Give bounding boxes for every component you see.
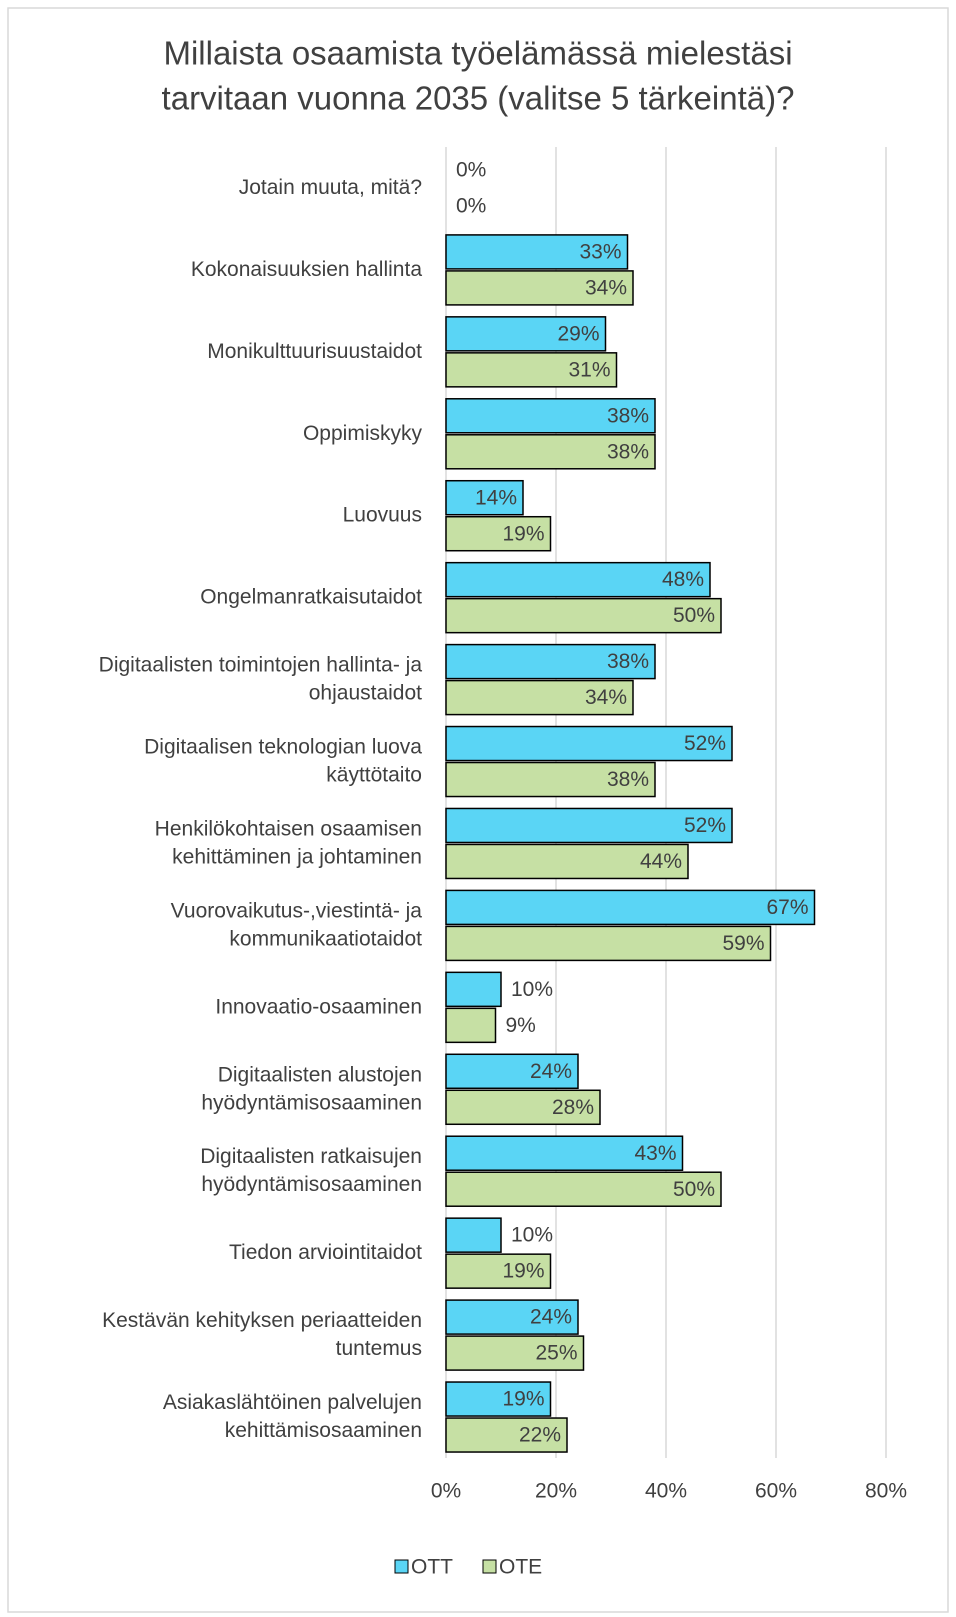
data-label: 34% [585,686,627,709]
bar [445,1135,684,1171]
bar [445,316,607,352]
x-tick-label: 20% [535,1480,577,1503]
y-tick-label: Jotain muuta, mitä? [239,176,422,199]
y-tick-label: Kestävän kehityksen periaatteiden tuntemu… [102,1309,422,1360]
bar [445,270,634,306]
data-label: 52% [684,732,726,755]
data-label: 44% [640,850,682,873]
y-tick-label: Vuorovaikutus-,viestintä- ja kommunikaati… [171,899,423,950]
bar [445,352,618,388]
data-label: 0% [456,159,486,182]
y-tick-label: Kokonaisuuksien hallinta [191,257,422,280]
data-label: 10% [511,978,553,1001]
y-tick-label: Asiakaslähtöinen palvelujen kehittämisosa… [163,1391,422,1442]
data-label: 19% [502,1388,544,1411]
data-label: 50% [673,1178,715,1201]
y-tick-label: Innovaatio-osaaminen [215,995,422,1018]
bar [445,1217,502,1253]
y-tick-label: Digitaalisten ratkaisujen hyödyntämisosaa… [200,1145,422,1196]
bar [445,234,629,270]
bar [445,398,656,434]
bar [445,1089,601,1126]
data-label: 59% [722,932,764,955]
data-label: 22% [519,1424,561,1447]
x-tick-label: 60% [755,1480,797,1503]
legend-swatch [482,1559,497,1574]
data-label: 38% [607,768,649,791]
data-label: 25% [535,1342,577,1365]
data-label: 33% [579,240,621,263]
x-tick-label: 80% [865,1480,907,1503]
y-tick-label: Digitaalisten alustojen hyödyntämisosaami… [201,1063,422,1114]
bar [445,1381,552,1417]
data-label: 34% [585,276,627,299]
chart-title: Millaista osaamista työelämässä mielestä… [162,34,795,116]
y-tick-label: Digitaalisten toimintojen hallinta- ja oh… [99,653,423,704]
y-tick-label: Oppimiskyky [303,421,423,444]
data-label: 29% [557,322,599,345]
bar [445,761,656,798]
data-label: 43% [634,1142,676,1165]
y-tick-label: Ongelmanratkaisutaidot [200,585,422,608]
data-label: 19% [502,1260,544,1283]
bar [445,807,733,844]
data-label: 0% [456,195,486,218]
legend-label: OTT [411,1556,453,1579]
data-label: 38% [607,650,649,673]
data-label: 48% [662,568,704,591]
bar [445,515,552,552]
bar [445,1253,552,1289]
x-tick-label: 0% [431,1480,461,1503]
data-label: 52% [684,814,726,837]
data-label: 31% [568,358,610,381]
data-label: 38% [607,440,649,463]
data-label: 19% [502,522,544,545]
y-tick-label: Luovuus [343,503,422,526]
bar [445,434,656,470]
y-tick-label: Monikulttuurisuustaidot [207,339,422,362]
data-label: 67% [766,896,808,919]
bar [445,1417,568,1453]
bar [445,561,711,598]
legend-label: OTE [499,1556,542,1579]
bar [445,597,722,634]
data-label: 9% [506,1014,536,1037]
data-label: 38% [607,404,649,427]
bar [445,971,502,1008]
bar [445,843,689,880]
data-label: 10% [511,1224,553,1247]
data-label: 14% [475,486,517,509]
bar [445,1053,579,1090]
data-label: 50% [673,604,715,627]
y-tick-label: Tiedon arviointitaidot [229,1241,422,1264]
data-label: 24% [530,1060,572,1083]
bar [445,679,634,716]
y-tick-label: Henkilökohtaisen osaamisen kehittäminen j… [155,817,422,868]
bar [445,889,816,926]
bar [445,725,733,762]
data-label: 28% [552,1096,594,1119]
data-label: 24% [530,1306,572,1329]
y-tick-label: Digitaalisen teknologian luova käyttötait… [144,735,422,786]
bar [445,479,524,516]
bar [445,1007,497,1044]
bar [445,1299,579,1335]
x-tick-label: 40% [645,1480,687,1503]
legend-swatch [394,1559,409,1574]
bar [445,1171,722,1207]
bar [445,1335,585,1371]
bar [445,925,772,962]
bar [445,643,656,680]
